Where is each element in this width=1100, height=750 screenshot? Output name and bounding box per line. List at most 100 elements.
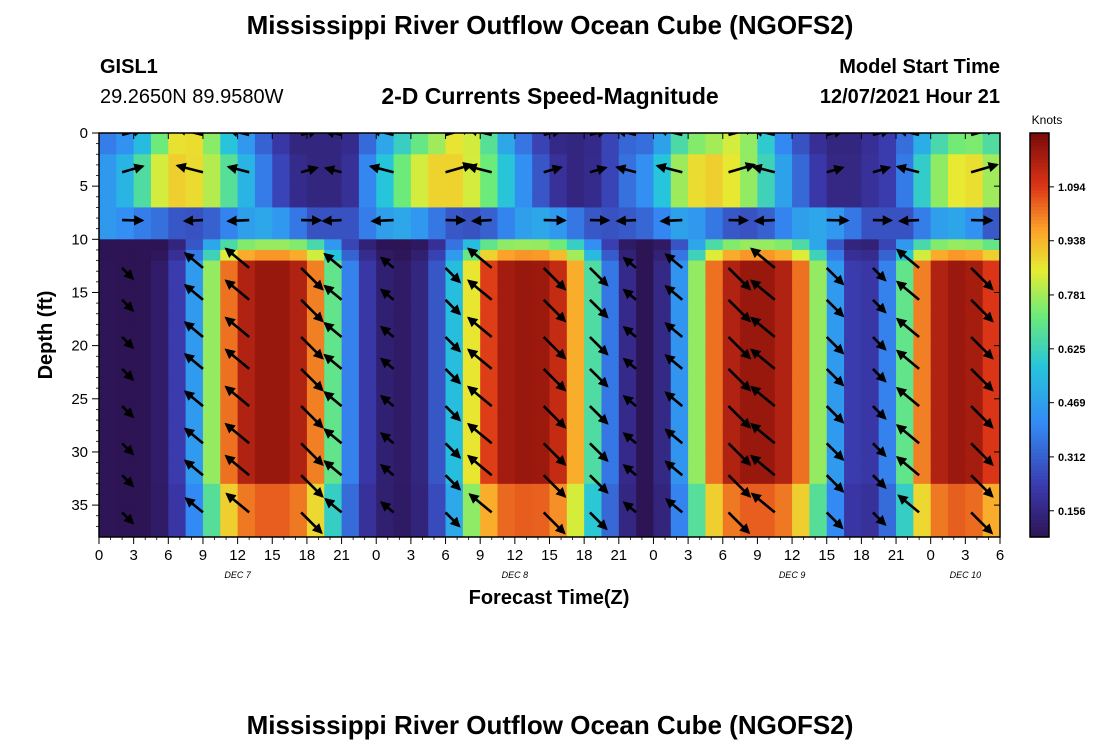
speed-cell bbox=[740, 505, 759, 517]
speed-cell bbox=[844, 249, 862, 262]
speed-cell bbox=[220, 207, 239, 219]
speed-cell bbox=[462, 143, 481, 155]
speed-cell bbox=[497, 398, 516, 411]
speed-cell bbox=[341, 154, 360, 166]
speed-cell bbox=[254, 515, 273, 527]
x-tick-label: 21 bbox=[888, 547, 905, 564]
x-tick-label: 12 bbox=[229, 547, 246, 564]
speed-cell bbox=[809, 239, 828, 251]
speed-cell bbox=[497, 462, 516, 474]
speed-cell bbox=[965, 196, 984, 209]
speed-cell bbox=[584, 292, 603, 304]
speed-cell bbox=[757, 313, 776, 325]
speed-cell bbox=[133, 356, 152, 368]
speed-cell bbox=[324, 271, 343, 283]
speed-cell bbox=[341, 303, 360, 315]
speed-cell bbox=[376, 483, 395, 496]
colorbar-segment bbox=[1030, 284, 1049, 289]
colorbar-segment bbox=[1030, 365, 1049, 370]
speed-cell bbox=[410, 441, 429, 453]
speed-cell bbox=[566, 430, 585, 442]
speed-cell bbox=[549, 473, 568, 485]
current-vector bbox=[542, 442, 567, 466]
speed-cell bbox=[722, 377, 741, 389]
speed-cell bbox=[618, 441, 637, 453]
speed-cell bbox=[878, 207, 897, 219]
speed-cell bbox=[445, 218, 464, 230]
speed-cell bbox=[220, 175, 239, 187]
colorbar-segment bbox=[1030, 446, 1049, 451]
speed-cell bbox=[410, 154, 429, 166]
speed-cell bbox=[150, 473, 169, 485]
speed-cell bbox=[428, 143, 447, 155]
speed-cell bbox=[618, 228, 637, 240]
speed-cell bbox=[705, 281, 724, 294]
speed-cell bbox=[306, 430, 325, 442]
colorbar-segment bbox=[1030, 257, 1049, 262]
colorbar-segment bbox=[1030, 173, 1049, 178]
speed-cell bbox=[237, 175, 256, 187]
x-tick-label: 12 bbox=[507, 547, 524, 564]
speed-cell bbox=[341, 409, 360, 421]
speed-cell bbox=[653, 430, 672, 442]
speed-cell bbox=[410, 420, 429, 432]
speed-cell bbox=[445, 526, 464, 537]
current-vector bbox=[321, 215, 342, 226]
speed-cell bbox=[532, 356, 551, 368]
speed-cell bbox=[116, 207, 135, 219]
speed-cell bbox=[930, 366, 949, 379]
speed-cell bbox=[688, 462, 707, 474]
speed-cell bbox=[948, 249, 966, 262]
speed-cell bbox=[376, 281, 395, 294]
speed-cell bbox=[653, 388, 672, 400]
speed-cell bbox=[913, 377, 932, 389]
colorbar-segment bbox=[1030, 260, 1049, 265]
speed-cell bbox=[358, 356, 377, 368]
speed-cell bbox=[566, 356, 585, 368]
speed-cell bbox=[861, 228, 880, 240]
speed-cell bbox=[618, 451, 637, 464]
speed-cell bbox=[896, 515, 914, 527]
current-vector bbox=[300, 133, 319, 138]
speed-cell bbox=[670, 494, 689, 506]
speed-cell bbox=[272, 388, 291, 400]
speed-cell bbox=[930, 324, 949, 336]
speed-cell bbox=[809, 526, 828, 537]
speed-cell bbox=[965, 451, 984, 464]
speed-cell bbox=[861, 451, 880, 464]
speed-cell bbox=[341, 207, 360, 219]
current-vector bbox=[466, 163, 493, 174]
speed-cell bbox=[688, 164, 707, 177]
speed-cell bbox=[722, 228, 741, 240]
colorbar-segment bbox=[1030, 186, 1049, 191]
speed-cell bbox=[220, 505, 239, 517]
speed-cell bbox=[497, 494, 516, 506]
date-label: DEC 7 bbox=[224, 570, 252, 580]
speed-cell bbox=[237, 420, 256, 432]
speed-cell bbox=[844, 186, 862, 198]
speed-cell bbox=[826, 218, 845, 230]
colorbar-segment bbox=[1030, 419, 1049, 424]
speed-cell bbox=[566, 398, 585, 411]
speed-cell bbox=[826, 473, 845, 485]
speed-cell bbox=[133, 409, 152, 421]
speed-cell bbox=[792, 303, 811, 315]
speed-cell bbox=[566, 313, 585, 325]
speed-cell bbox=[150, 313, 169, 325]
speed-cell bbox=[653, 473, 672, 485]
speed-cell bbox=[532, 228, 551, 240]
speed-cell bbox=[289, 398, 308, 411]
speed-cell bbox=[514, 345, 533, 357]
speed-cell bbox=[861, 154, 880, 166]
speed-cell bbox=[254, 324, 273, 336]
current-vector bbox=[871, 511, 887, 526]
speed-cell bbox=[896, 303, 914, 315]
current-vector bbox=[897, 215, 920, 226]
speed-cell bbox=[844, 154, 862, 166]
current-vector bbox=[466, 385, 493, 408]
speed-cell bbox=[670, 430, 689, 442]
speed-cell bbox=[410, 196, 429, 209]
speed-cell bbox=[792, 281, 811, 294]
speed-cell bbox=[826, 207, 845, 219]
speed-cell bbox=[462, 398, 481, 411]
